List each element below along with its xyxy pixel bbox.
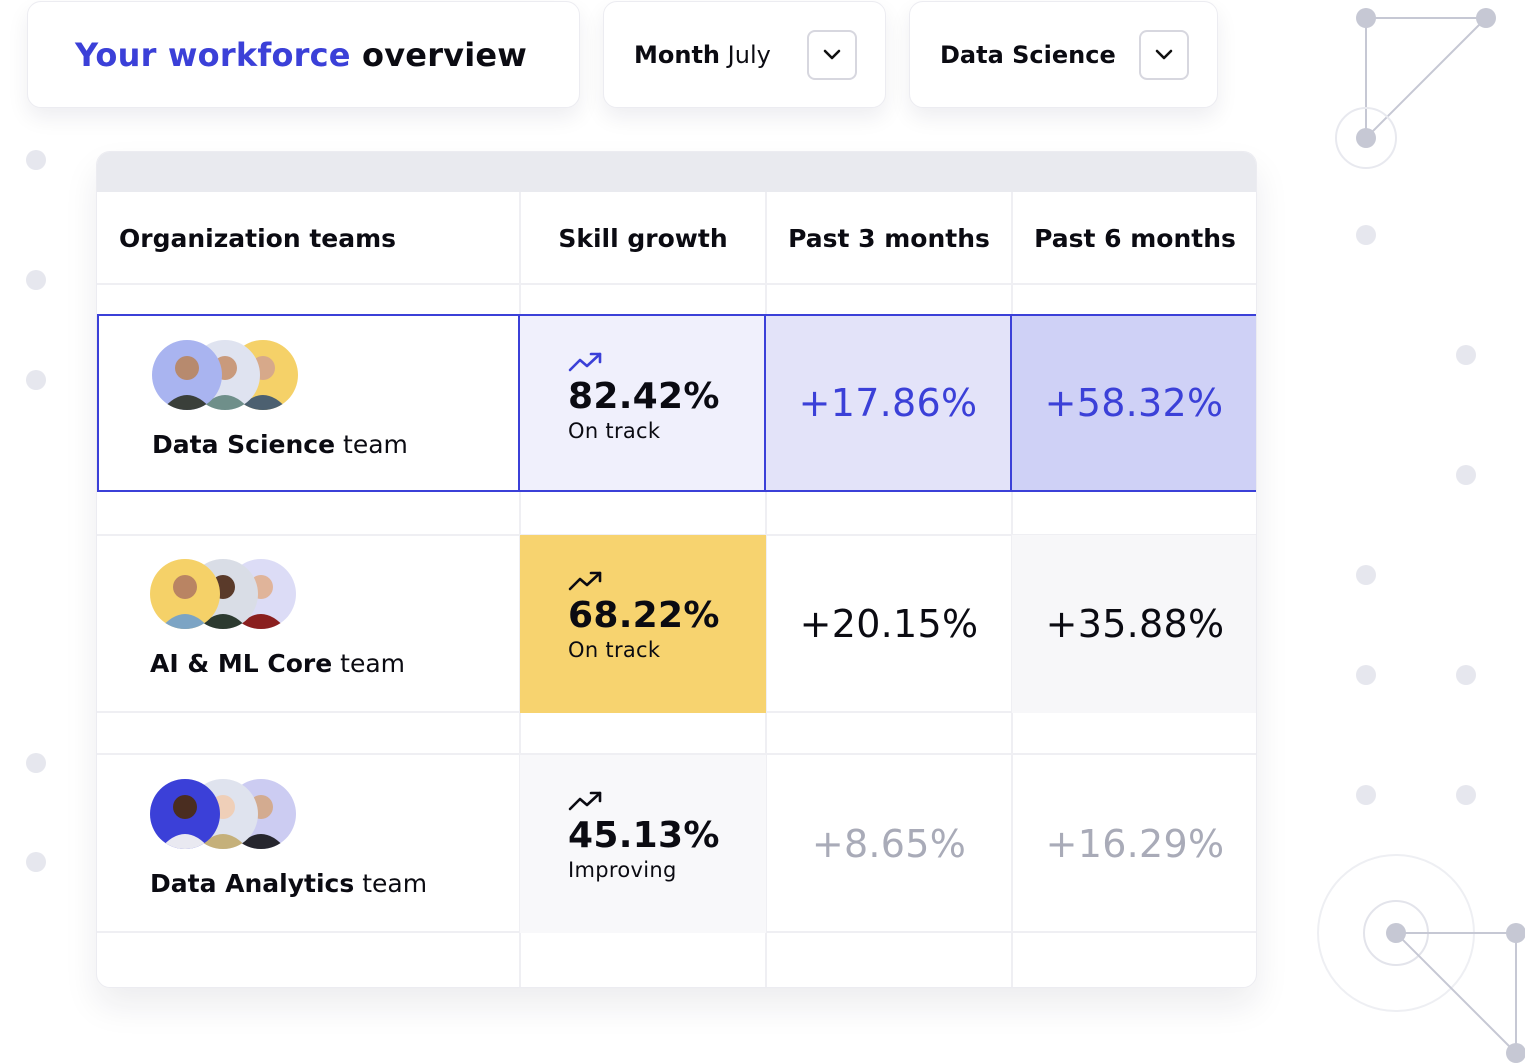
month-label: Month	[634, 40, 721, 69]
trending-up-icon	[568, 571, 602, 591]
column-header-skill-growth[interactable]: Skill growth	[558, 223, 728, 253]
team-name: Data Science team	[152, 430, 408, 459]
past-3-months-cell[interactable]: +17.86%	[766, 314, 1012, 492]
past-6-months-cell[interactable]: +58.32%	[1012, 314, 1256, 492]
table-row[interactable]: AI & ML Core team 68.22% On track +20.15…	[97, 535, 1256, 713]
column-divider	[765, 192, 767, 987]
team-avatars	[150, 779, 310, 849]
team-name: Data Analytics team	[150, 869, 428, 898]
team-dropdown-button[interactable]	[1139, 29, 1189, 80]
past-6-months-value: +58.32%	[1044, 381, 1224, 425]
chevron-down-icon	[823, 49, 841, 59]
skill-growth-value: 68.22%	[568, 595, 720, 636]
trending-up-icon	[568, 791, 602, 811]
page-title: Your workforce overview	[75, 36, 527, 74]
past-6-months-cell[interactable]: +16.29%	[1012, 755, 1256, 933]
workforce-table: Organization teams Skill growth Past 3 m…	[96, 151, 1257, 988]
table-top-bar	[97, 152, 1256, 192]
skill-growth-status: On track	[568, 419, 661, 443]
skill-growth-status: Improving	[568, 858, 677, 882]
team-filter-label: Data Science	[940, 41, 1116, 69]
month-dropdown-button[interactable]	[807, 29, 857, 80]
month-filter[interactable]: Month July	[603, 1, 886, 108]
past-6-months-cell[interactable]: +35.88%	[1012, 535, 1256, 713]
row-divider	[97, 283, 1256, 285]
row-divider	[97, 753, 1256, 755]
page-title-highlight: Your workforce	[75, 35, 351, 74]
skill-growth-cell[interactable]: 68.22% On track	[520, 535, 766, 713]
table-row[interactable]: Data Science team 82.42% On track +17.86…	[97, 314, 1256, 492]
team-cell[interactable]: AI & ML Core team	[97, 535, 520, 713]
past-3-months-value: +8.65%	[811, 822, 967, 866]
avatar	[152, 340, 222, 410]
trending-up-icon	[568, 352, 602, 372]
past-3-months-cell[interactable]: +20.15%	[766, 535, 1012, 713]
team-value: Data Science	[940, 40, 1116, 69]
past-3-months-cell[interactable]: +8.65%	[766, 755, 1012, 933]
column-header-past-3-months[interactable]: Past 3 months	[788, 223, 990, 253]
month-filter-label: Month July	[634, 41, 771, 69]
team-cell[interactable]: Data Science team	[97, 314, 520, 492]
past-3-months-value: +17.86%	[798, 381, 978, 425]
team-avatars	[150, 559, 310, 629]
avatar	[150, 559, 220, 629]
skill-growth-status: On track	[568, 638, 661, 662]
month-value: July	[727, 40, 771, 69]
past-3-months-value: +20.15%	[799, 602, 979, 646]
chevron-down-icon	[1155, 49, 1173, 59]
skill-growth-value: 45.13%	[568, 815, 720, 856]
team-avatars	[152, 340, 312, 410]
team-filter[interactable]: Data Science	[909, 1, 1218, 108]
table-row[interactable]: Data Analytics team 45.13% Improving +8.…	[97, 755, 1256, 933]
avatar	[150, 779, 220, 849]
past-6-months-value: +16.29%	[1045, 822, 1225, 866]
page-title-rest: overview	[362, 35, 528, 74]
column-header-past-6-months[interactable]: Past 6 months	[1034, 223, 1236, 253]
team-cell[interactable]: Data Analytics team	[97, 755, 520, 933]
skill-growth-cell[interactable]: 82.42% On track	[520, 314, 766, 492]
past-6-months-value: +35.88%	[1045, 602, 1225, 646]
team-name: AI & ML Core team	[150, 649, 405, 678]
skill-growth-value: 82.42%	[568, 376, 720, 417]
column-header-teams[interactable]: Organization teams	[119, 223, 397, 253]
skill-growth-cell[interactable]: 45.13% Improving	[520, 755, 766, 933]
title-card: Your workforce overview	[27, 1, 580, 108]
